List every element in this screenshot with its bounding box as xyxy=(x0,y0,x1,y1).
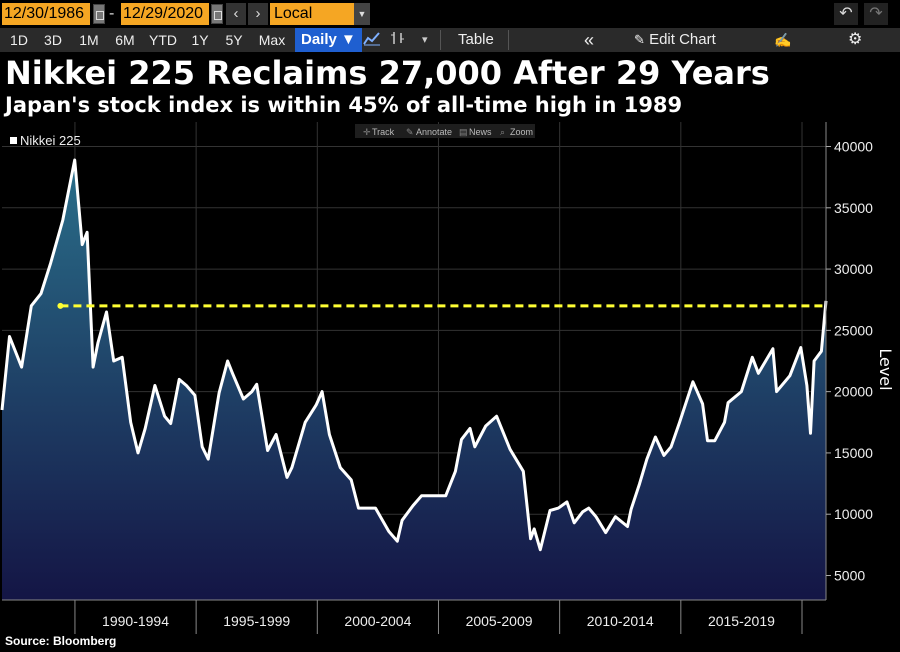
frequency-dropdown[interactable]: Daily ▼ xyxy=(295,28,362,52)
range-1m[interactable]: 1M xyxy=(79,32,99,48)
line-chart-icon[interactable] xyxy=(360,30,384,50)
edit-chart-label: Edit Chart xyxy=(649,31,716,48)
collapse-icon[interactable]: « xyxy=(584,30,595,50)
x-tick-label: 2000-2004 xyxy=(344,613,411,629)
zoom-button[interactable]: Zoom xyxy=(510,127,533,137)
news-icon[interactable]: ▤ xyxy=(459,127,468,137)
y-tick-label: 5000 xyxy=(834,567,865,583)
reference-line-start-marker xyxy=(57,302,64,309)
page-title: Nikkei 225 Reclaims 27,000 After 29 Year… xyxy=(5,54,770,92)
x-tick-label: 1990-1994 xyxy=(102,613,169,629)
chart-inline-toolbar: ✛ Track ✎ Annotate ▤ News ⌕ Zoom xyxy=(355,124,535,138)
end-date-field[interactable]: 12/29/2020 xyxy=(121,3,209,25)
toolbar-divider xyxy=(440,30,441,50)
chart-inline-toolbar-bg xyxy=(355,124,535,138)
y-tick-label: 20000 xyxy=(834,384,873,400)
annotate-icon[interactable]: ✎ xyxy=(406,127,414,137)
range-max[interactable]: Max xyxy=(258,32,286,48)
y-tick-label: 30000 xyxy=(834,261,873,277)
chart-toolbar: 1D 3D 1M 6M YTD 1Y 5Y Max Daily ▼ ▾ Tabl… xyxy=(0,28,900,52)
calendar-icon[interactable] xyxy=(211,4,223,24)
legend-swatch xyxy=(10,137,17,144)
toolbar-divider xyxy=(508,30,509,50)
redo-icon[interactable]: ↷ xyxy=(864,3,888,25)
track-icon[interactable]: ✛ xyxy=(363,127,371,137)
undo-icon[interactable]: ↶ xyxy=(834,3,858,25)
nikkei-chart[interactable]: 500010000150002000025000300003500040000 … xyxy=(0,122,900,634)
chart-legend: Nikkei 225 xyxy=(10,133,81,148)
y-tick-label: 40000 xyxy=(834,139,873,155)
gear-icon[interactable]: ⚙ xyxy=(848,31,863,48)
y-tick-label: 35000 xyxy=(834,200,873,216)
page-subtitle: Japan's stock index is within 45% of all… xyxy=(5,93,683,117)
range-1d[interactable]: 1D xyxy=(10,32,28,48)
y-tick-label: 15000 xyxy=(834,445,873,461)
source-note: Source: Bloomberg xyxy=(5,634,117,648)
start-date-field[interactable]: 12/30/1986 xyxy=(2,3,90,25)
y-axis-label: Level xyxy=(876,348,895,390)
calendar-icon[interactable] xyxy=(93,4,105,24)
draw-icon[interactable]: ✍ xyxy=(774,32,792,48)
range-3d[interactable]: 3D xyxy=(44,32,62,48)
y-tick-label: 25000 xyxy=(834,322,873,338)
chart-type-dropdown[interactable]: ▾ xyxy=(422,34,428,46)
range-ytd[interactable]: YTD xyxy=(149,32,177,48)
edit-chart-button[interactable]: ✎ Edit Chart xyxy=(634,28,716,52)
zoom-icon[interactable]: ⌕ xyxy=(500,127,505,137)
range-5y[interactable]: 5Y xyxy=(225,32,243,48)
pencil-icon: ✎ xyxy=(634,32,645,47)
legend-label: Nikkei 225 xyxy=(20,133,81,148)
date-separator: - xyxy=(109,5,115,22)
news-button[interactable]: News xyxy=(469,127,492,137)
prev-period-button[interactable]: ‹ xyxy=(226,3,246,25)
table-button[interactable]: Table xyxy=(458,31,494,48)
x-tick-label: 1995-1999 xyxy=(223,613,290,629)
x-tick-label: 2015-2019 xyxy=(708,613,775,629)
x-tick-label: 2010-2014 xyxy=(587,613,654,629)
series-line xyxy=(0,158,828,552)
range-1y[interactable]: 1Y xyxy=(191,32,209,48)
range-6m[interactable]: 6M xyxy=(115,32,135,48)
x-tick-label: 2005-2009 xyxy=(466,613,533,629)
y-axis: 5000 10000 15000 20000 25000 30000 35000 40000 xyxy=(825,122,873,600)
currency-field[interactable]: Local CCY xyxy=(270,3,354,44)
track-button[interactable]: Track xyxy=(372,127,395,137)
next-period-button[interactable]: › xyxy=(248,3,268,25)
x-axis: 1990-1994 1995-1999 2000-2004 2005-2009 2010… xyxy=(2,599,826,634)
date-toolbar: 12/30/1986 - 12/29/2020 ‹ › Local CCY ▼ … xyxy=(0,0,900,44)
series-area xyxy=(2,160,826,600)
annotate-button[interactable]: Annotate xyxy=(416,127,452,137)
currency-dropdown-icon[interactable]: ▼ xyxy=(354,3,370,25)
y-tick-label: 10000 xyxy=(834,506,873,522)
ohlc-bar-icon[interactable] xyxy=(388,30,408,50)
